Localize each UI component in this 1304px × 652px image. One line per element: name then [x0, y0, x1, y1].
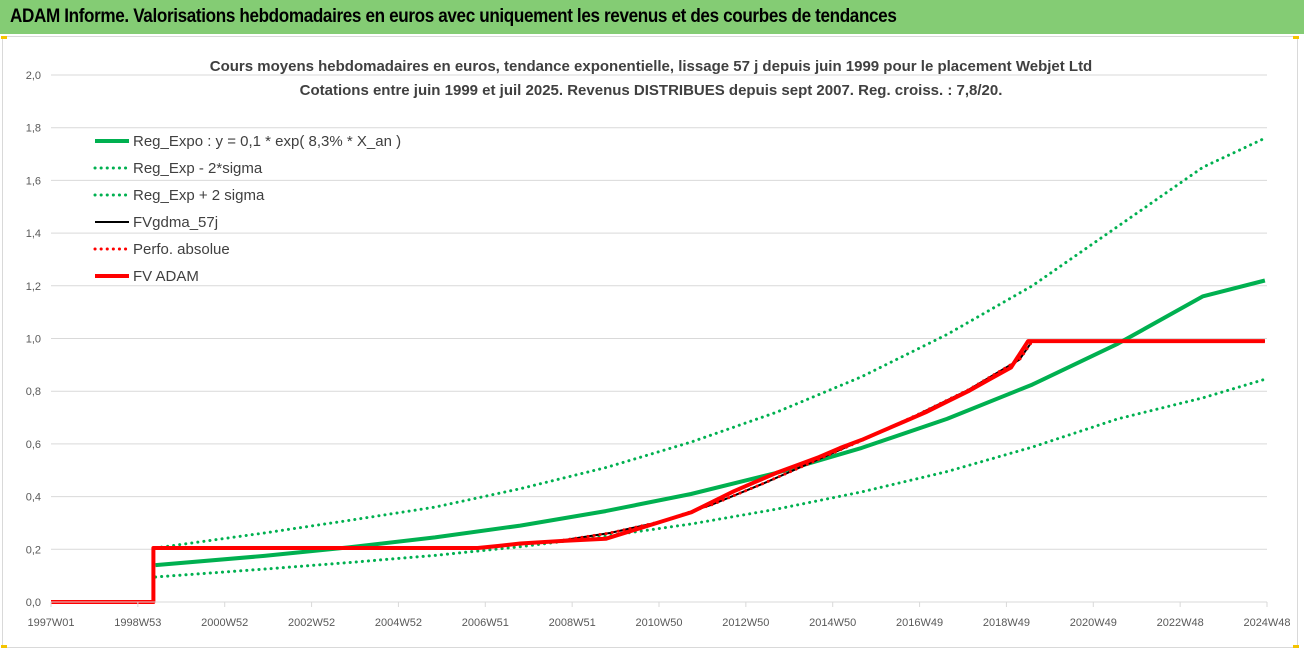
- line-chart: 0,0 0,2 0,4 0,6 0,8 1,0 1,2 1,4 1,6 1,8 2,0 1997W01…: [26, 58, 1291, 629]
- series-line-0: [155, 278, 1266, 568]
- chart-handle-bottom-right: [1293, 645, 1299, 648]
- y-tick-label: 1,8: [26, 123, 41, 135]
- y-tick-label: 0,4: [26, 492, 41, 504]
- page-title: ADAM Informe. Valorisations hebdomadaire…: [10, 6, 897, 27]
- series-line-5: [51, 339, 1265, 604]
- chart-area: 0,0 0,2 0,4 0,6 0,8 1,0 1,2 1,4 1,6 1,8 2,0 1997W01…: [1, 36, 1299, 648]
- series-line-2: [154, 136, 1267, 550]
- x-tick-label: 2006W51: [462, 617, 509, 629]
- series-line-1: [154, 377, 1267, 579]
- legend-label: FV ADAM: [133, 268, 199, 285]
- chart-title-line1: Cours moyens hebdomadaires en euros, ten…: [210, 58, 1092, 75]
- x-tick-label: 2024W48: [1243, 617, 1290, 629]
- y-tick-label: 0,0: [26, 597, 41, 609]
- x-tick-label: 1998W53: [114, 617, 161, 629]
- x-tick-label: 2010W50: [635, 617, 682, 629]
- x-tick-label: 2016W49: [896, 617, 943, 629]
- x-tick-label: 2008W51: [549, 617, 596, 629]
- y-tick-label: 2,0: [26, 70, 41, 82]
- x-tick-label: 2018W49: [983, 617, 1030, 629]
- page-header: ADAM Informe. Valorisations hebdomadaire…: [0, 0, 1304, 34]
- y-tick-label: 1,4: [26, 228, 41, 240]
- chart-title-line2: Cotations entre juin 1999 et juil 2025. …: [300, 82, 1003, 99]
- y-tick-label: 0,2: [26, 544, 41, 556]
- x-tick-label: 2002W52: [288, 617, 335, 629]
- x-tick-label: 2014W50: [809, 617, 856, 629]
- legend-label: Reg_Expo : y = 0,1 * exp( 8,3% * X_an ): [133, 133, 401, 150]
- series-line-3: [155, 340, 1265, 549]
- x-tick-label: 2004W52: [375, 617, 422, 629]
- y-tick-label: 0,6: [26, 439, 41, 451]
- x-tick-label: 2022W48: [1157, 617, 1204, 629]
- y-tick-label: 1,6: [26, 175, 41, 187]
- legend-label: Perfo. absolue: [133, 241, 230, 258]
- chart-handle-bottom-left: [1, 645, 7, 648]
- series-lines: [51, 136, 1267, 604]
- x-tick-label: 2012W50: [722, 617, 769, 629]
- chart-handle-top-right: [1293, 36, 1299, 39]
- legend-label: FVgdma_57j: [133, 214, 218, 231]
- y-tick-label: 0,8: [26, 386, 41, 398]
- x-tick-label: 1997W01: [27, 617, 74, 629]
- chart-handle-top-left: [1, 36, 7, 39]
- x-tick-label: 2020W49: [1070, 617, 1117, 629]
- axes: 0,0 0,2 0,4 0,6 0,8 1,0 1,2 1,4 1,6 1,8 2,0 1997W01…: [26, 70, 1291, 629]
- series-line-4: [154, 339, 1267, 550]
- y-tick-label: 1,2: [26, 281, 41, 293]
- y-tick-label: 1,0: [26, 334, 41, 346]
- legend: Reg_Expo : y = 0,1 * exp( 8,3% * X_an ) R…: [93, 133, 401, 285]
- legend-label: Reg_Exp + 2 sigma: [133, 187, 265, 204]
- x-tick-label: 2000W52: [201, 617, 248, 629]
- legend-label: Reg_Exp - 2*sigma: [133, 160, 263, 177]
- gridlines: [51, 74, 1267, 550]
